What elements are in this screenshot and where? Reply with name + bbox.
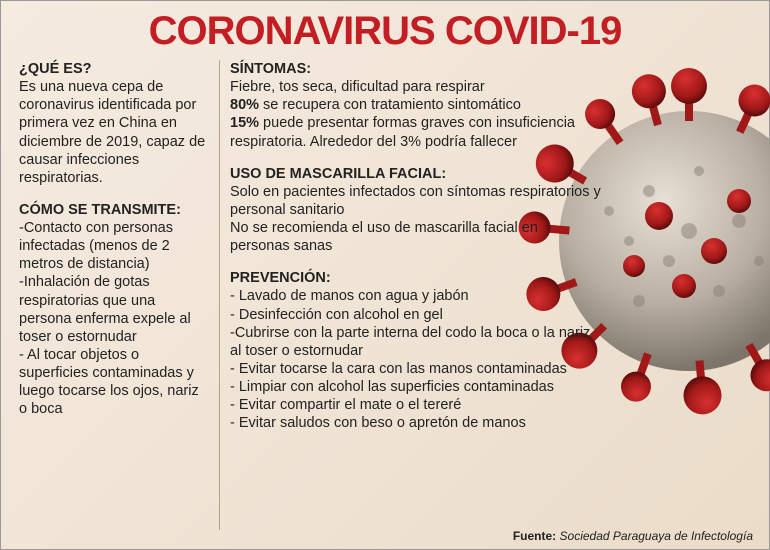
transmite-heading: CÓMO SE TRANSMITE:: [19, 201, 209, 219]
pct-80: 80%: [230, 97, 259, 113]
sintomas-line: 15% puede presentar formas graves con in…: [230, 114, 601, 150]
sintomas-text: se recupera con tratamiento sintomático: [259, 97, 521, 113]
source-footer: Fuente: Sociedad Paraguaya de Infectolog…: [513, 529, 753, 543]
list-item: - Lavado de manos con agua y jabón: [230, 287, 601, 305]
list-item: -Contacto con personas infectadas (menos…: [19, 219, 209, 273]
sintomas-heading: SÍNTOMAS:: [230, 60, 601, 78]
source-value: Sociedad Paraguaya de Infectología: [560, 529, 753, 543]
sintomas-body: Fiebre, tos seca, dificultad para respir…: [230, 78, 601, 151]
list-item: - Al tocar objetos o superficies contami…: [19, 346, 209, 419]
mascarilla-heading: USO DE MASCARILLA FACIAL:: [230, 165, 601, 183]
list-item: - Evitar saludos con beso o apretón de m…: [230, 414, 601, 432]
list-item: - Evitar compartir el mate o el tereré: [230, 396, 601, 414]
que-es-body: Es una nueva cepa de coronavirus identif…: [19, 78, 209, 187]
sintomas-text: puede presentar formas graves con insufi…: [230, 115, 575, 149]
list-item: -Inhalación de gotas respiratorias que u…: [19, 273, 209, 346]
prevencion-heading: PREVENCIÓN:: [230, 269, 601, 287]
list-item: -Cubrirse con la parte interna del codo …: [230, 324, 601, 360]
content-wrapper: ¿QUÉ ES? Es una nueva cepa de coronaviru…: [1, 54, 769, 530]
list-item: - Desinfección con alcohol en gel: [230, 306, 601, 324]
list-item: - Evitar tocarse la cara con las manos c…: [230, 360, 601, 378]
column-divider: [219, 60, 220, 530]
column-right: SÍNTOMAS: Fiebre, tos seca, dificultad p…: [230, 60, 751, 530]
column-left: ¿QUÉ ES? Es una nueva cepa de coronaviru…: [19, 60, 209, 530]
list-item: - Limpiar con alcohol las superficies co…: [230, 378, 601, 396]
prevencion-list: - Lavado de manos con agua y jabón - Des…: [230, 287, 601, 432]
transmite-list: -Contacto con personas infectadas (menos…: [19, 219, 209, 418]
source-label: Fuente:: [513, 529, 556, 543]
que-es-heading: ¿QUÉ ES?: [19, 60, 209, 78]
sintomas-line: Fiebre, tos seca, dificultad para respir…: [230, 78, 601, 96]
pct-15: 15%: [230, 115, 259, 131]
mascarilla-body: Solo en pacientes infectados con síntoma…: [230, 183, 601, 256]
main-title: CORONAVIRUS COVID-19: [1, 1, 769, 54]
sintomas-line: 80% se recupera con tratamiento sintomát…: [230, 96, 601, 114]
